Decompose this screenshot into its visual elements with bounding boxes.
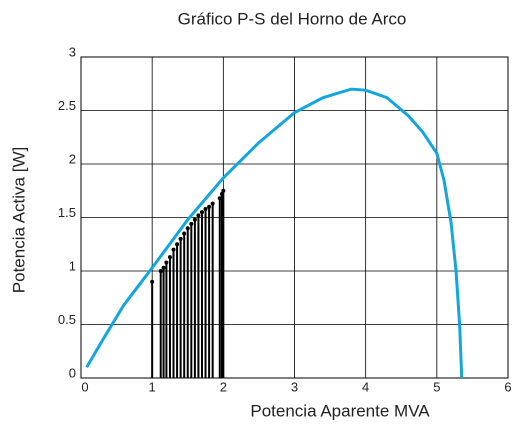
stem-marker: [185, 226, 190, 231]
stem-marker: [199, 210, 204, 215]
stem-marker: [175, 242, 180, 247]
stem-marker: [171, 247, 176, 252]
curve: [85, 87, 464, 379]
stem-marker: [196, 213, 201, 218]
y-tick-label: 2.5: [58, 98, 76, 113]
stem-marker: [178, 236, 183, 241]
stem-marker: [221, 188, 226, 193]
stem-marker: [182, 231, 187, 236]
x-axis-label: Potencia Aparente MVA: [250, 401, 430, 420]
chart-title: Gráfico P-S del Horno de Arco: [178, 9, 407, 28]
x-tick-label: 0: [81, 379, 88, 394]
y-tick-label: 1: [69, 258, 76, 273]
x-tick-label: 1: [149, 379, 156, 394]
stem-marker: [158, 269, 163, 273]
y-axis-label: Potencia Activa [W]: [9, 147, 28, 293]
x-tick-label: 5: [433, 379, 440, 394]
x-tick-label: 6: [504, 379, 511, 394]
stem-marker: [167, 255, 172, 260]
stem-marker: [161, 265, 166, 270]
stem-marker: [150, 279, 155, 284]
y-tick-label: 2: [69, 151, 76, 166]
y-tick-label: 1.5: [58, 205, 76, 220]
stem-marker: [217, 196, 222, 201]
stem-marker: [203, 206, 208, 211]
plot-frame: [80, 56, 509, 379]
stem-marker: [164, 260, 169, 265]
x-tick-label: 3: [291, 379, 298, 394]
stem-marker: [207, 204, 212, 209]
x-tick-label: 4: [362, 379, 369, 394]
stem-marker: [192, 217, 197, 222]
y-tick-label: 3: [69, 44, 76, 59]
y-tick-label: 0: [69, 365, 76, 380]
y-tick-label: 0.5: [58, 312, 76, 327]
stem-marker: [189, 221, 194, 226]
x-tick-label: 2: [220, 379, 227, 394]
stem-marker: [210, 201, 215, 206]
